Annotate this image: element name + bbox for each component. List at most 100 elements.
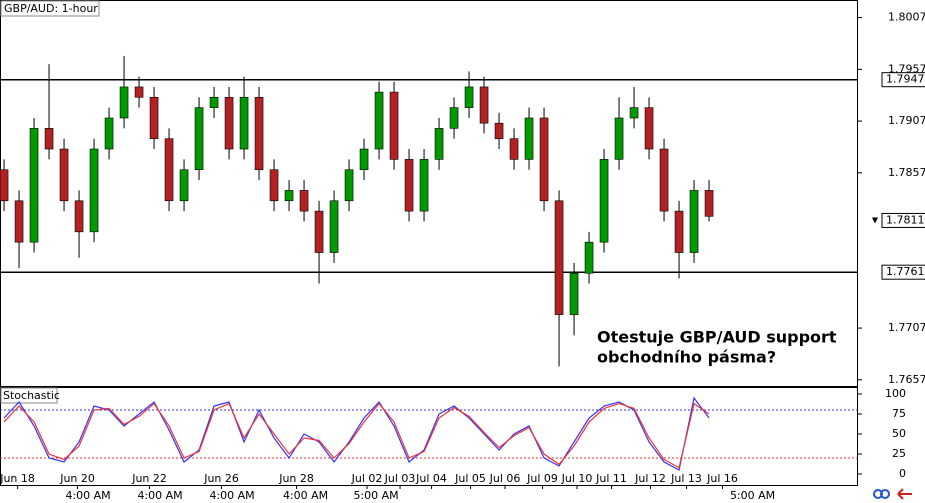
- price-label: 1.7811: [886, 213, 925, 226]
- candle-body: [29, 128, 39, 243]
- x-tick-label: Jul 12: [634, 472, 666, 485]
- candle-body: [374, 91, 384, 150]
- x-time-label: 5:00 AM: [353, 489, 398, 502]
- level-box: [881, 264, 925, 280]
- candle-body: [614, 117, 624, 160]
- y-tick-label: 1.7957: [888, 62, 925, 75]
- title-box: [0, 0, 100, 17]
- x-tick-label: Jul 06: [489, 472, 521, 485]
- candle-body: [344, 169, 354, 202]
- candle-body: [644, 107, 654, 150]
- stoch-line: [3, 402, 710, 469]
- x-tick-label: Jun 28: [278, 472, 314, 485]
- stoch-title: Stochastic: [3, 389, 60, 402]
- candle-body: [104, 117, 114, 150]
- candle-body: [434, 128, 444, 160]
- arrow-icon[interactable]: [897, 488, 912, 500]
- candle-body: [284, 190, 294, 202]
- y-tick-label: 1.7657: [888, 373, 925, 386]
- candle-body: [194, 107, 204, 171]
- candle-body: [674, 210, 684, 253]
- candle-body: [179, 169, 189, 202]
- candle-body: [464, 86, 474, 108]
- candle-body: [89, 148, 99, 233]
- x-tick-label: Jul 02: [351, 472, 383, 485]
- candle-body: [299, 190, 309, 212]
- candle-body: [59, 148, 69, 202]
- candle-body: [584, 241, 594, 274]
- candle-body: [689, 190, 699, 253]
- x-tick-label: Jun 20: [59, 472, 95, 485]
- candle-body: [134, 86, 144, 98]
- y-tick-label: 0: [899, 467, 906, 480]
- candle-body: [359, 148, 369, 171]
- x-time-label: 5:00 AM: [730, 489, 775, 502]
- x-tick-label: Jul 09: [526, 472, 558, 485]
- y-tick-label: 100: [885, 387, 906, 400]
- candle-body: [599, 159, 609, 243]
- level-box: [881, 72, 925, 88]
- stoch-line: [3, 396, 710, 471]
- candle-body: [0, 169, 9, 202]
- y-tick-label: 25: [892, 447, 906, 460]
- candle-body: [479, 86, 489, 124]
- stoch-panel: [0, 387, 858, 486]
- chart-title: GBP/AUD: 1-hour: [4, 2, 98, 15]
- price-box: [881, 212, 925, 228]
- candle-body: [164, 138, 174, 202]
- candle-body: [224, 96, 234, 150]
- link-icon[interactable]: [880, 489, 890, 499]
- candle-body: [629, 107, 639, 119]
- candle-body: [509, 138, 519, 160]
- candle-body: [44, 128, 54, 150]
- candle-body: [314, 210, 324, 253]
- x-tick-label: Jul 16: [706, 472, 738, 485]
- y-tick-label: 75: [892, 407, 906, 420]
- y-tick-label: 50: [892, 427, 906, 440]
- candle-body: [389, 91, 399, 160]
- candle-body: [404, 159, 414, 212]
- y-tick-label: 1.7707: [888, 321, 925, 334]
- level-label: 1.7947: [886, 73, 925, 86]
- y-tick-label: 1.8007: [888, 11, 925, 24]
- candle-body: [209, 96, 219, 108]
- x-time-label: 4:00 AM: [283, 489, 328, 502]
- candle-body: [554, 200, 564, 315]
- candle-body: [419, 159, 429, 212]
- x-time-label: 4:00 AM: [65, 489, 110, 502]
- candle-body: [239, 96, 249, 150]
- x-tick-label: Jul 10: [561, 472, 593, 485]
- x-tick-label: Jun 18: [0, 472, 35, 485]
- y-tick-label: 1.7857: [888, 166, 925, 179]
- x-tick-label: Jun 22: [131, 472, 167, 485]
- candle-body: [254, 96, 264, 171]
- x-time-label: 4:00 AM: [137, 489, 182, 502]
- candle-body: [449, 107, 459, 129]
- x-tick-label: Jul 11: [595, 472, 627, 485]
- candle-body: [74, 200, 84, 233]
- y-tick-label: 1.7907: [888, 114, 925, 127]
- price-marker: [872, 217, 878, 224]
- candle-body: [119, 86, 129, 119]
- x-tick-label: Jul 05: [454, 472, 486, 485]
- candle-body: [524, 117, 534, 160]
- x-tick-label: Jun 26: [203, 472, 239, 485]
- x-tick-label: Jul 03: [384, 472, 416, 485]
- level-label: 1.7761: [886, 265, 925, 278]
- candle-body: [14, 200, 24, 243]
- x-time-label: 4:00 AM: [209, 489, 254, 502]
- x-tick-label: Jul 13: [670, 472, 702, 485]
- x-tick-label: Jul 04: [415, 472, 447, 485]
- candle-body: [569, 272, 579, 315]
- candle-body: [329, 200, 339, 253]
- candle-body: [269, 169, 279, 202]
- candle-body: [659, 148, 669, 212]
- annotation: Otestuje GBP/AUD support: [597, 328, 837, 347]
- candle-body: [494, 122, 504, 139]
- candle-body: [704, 190, 714, 217]
- candle-body: [539, 117, 549, 202]
- annotation: obchodního pásma?: [597, 348, 776, 367]
- candle-body: [149, 96, 159, 139]
